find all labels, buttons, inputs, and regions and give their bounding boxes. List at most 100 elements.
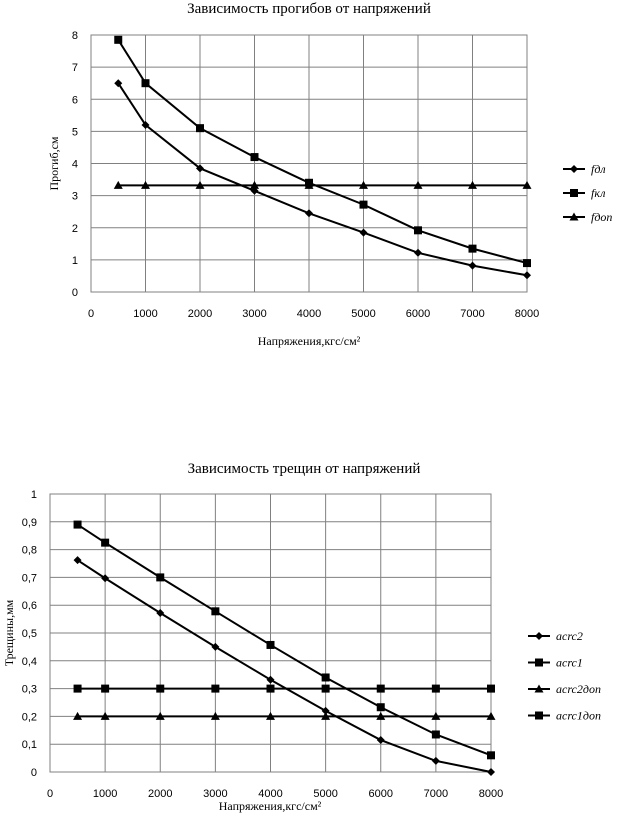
- data-point-marker: [414, 248, 422, 257]
- plot-area-border: [49, 493, 492, 773]
- data-point-marker: [73, 684, 82, 693]
- data-point-marker: [359, 200, 368, 209]
- y-axis-label: Трещины,мм: [2, 599, 16, 666]
- x-tick-label: 7000: [424, 788, 448, 800]
- data-point-marker: [195, 180, 205, 189]
- data-point-marker: [376, 711, 386, 720]
- data-point-marker: [468, 261, 477, 270]
- data-point-marker: [414, 226, 422, 235]
- data-point-marker: [156, 573, 165, 582]
- chart-2: Зависимость трещин от напряжений 0 1000 200…: [2, 461, 601, 813]
- data-point-marker: [101, 684, 110, 693]
- x-tick-label: 4000: [258, 788, 282, 800]
- data-point-marker: [487, 684, 495, 693]
- legend-entry: fдоп: [563, 210, 612, 224]
- legend-label: acrc2: [556, 629, 583, 643]
- legend-label: acrc1: [556, 656, 583, 670]
- data-point-marker: [431, 730, 440, 739]
- data-point-marker: [413, 180, 423, 189]
- series-acrc1доп: [73, 684, 495, 693]
- y-tick-label: 0,9: [22, 517, 37, 529]
- data-point-marker: [486, 711, 496, 720]
- data-point-marker: [359, 180, 368, 189]
- data-point-marker: [250, 153, 259, 162]
- legend-marker: [570, 165, 578, 173]
- legend-entry: acrc1доп: [528, 709, 601, 723]
- series-line: [77, 559, 492, 773]
- y-tick-label: 6: [72, 94, 78, 106]
- legend-entry: fкл: [563, 186, 605, 200]
- data-point-marker: [156, 608, 165, 617]
- series-fкл: [114, 35, 531, 268]
- data-point-marker: [196, 124, 204, 133]
- data-point-marker: [155, 711, 165, 720]
- data-point-marker: [468, 180, 477, 189]
- data-point-marker: [73, 520, 82, 529]
- data-point-marker: [211, 684, 220, 693]
- y-tick-label: 0: [31, 767, 37, 779]
- y-tick-label: 8: [72, 30, 78, 42]
- legend-marker: [535, 632, 543, 640]
- y-axis-label: Прогиб,см: [47, 136, 61, 190]
- x-tick-label: 6000: [406, 308, 430, 320]
- x-tick-label: 5000: [351, 308, 375, 320]
- data-point-marker: [523, 259, 531, 268]
- legend-label: fдоп: [591, 210, 612, 224]
- x-axis-label: Напряжения,кгс/см²: [258, 334, 361, 348]
- chart-title: Зависимость прогибов от напряжений: [187, 1, 431, 17]
- x-axis-label: Напряжения,кгс/см²: [219, 799, 322, 813]
- data-point-marker: [359, 228, 368, 237]
- data-point-marker: [487, 768, 495, 776]
- legend-label: acrc1доп: [556, 709, 601, 723]
- data-point-marker: [431, 756, 440, 765]
- legend-marker: [535, 711, 543, 720]
- data-point-marker: [376, 703, 385, 712]
- data-point-marker: [114, 35, 123, 44]
- legend-entry: acrc2доп: [528, 682, 601, 696]
- data-point-marker: [321, 711, 331, 720]
- data-point-marker: [141, 79, 150, 88]
- series-acrc2: [73, 556, 495, 776]
- data-point-marker: [156, 684, 165, 693]
- data-point-marker: [431, 684, 440, 693]
- series-acrc1: [73, 520, 495, 760]
- x-tick-label: 6000: [369, 788, 393, 800]
- data-point-marker: [101, 538, 110, 547]
- legend-label: fдл: [591, 162, 606, 176]
- data-point-marker: [196, 164, 204, 173]
- chart-title: Зависимость трещин от напряжений: [188, 461, 421, 477]
- y-tick-label: 3: [72, 191, 78, 203]
- data-point-marker: [321, 684, 330, 693]
- y-tick-label: 0,2: [22, 711, 37, 723]
- data-point-marker: [100, 711, 110, 720]
- y-tick-label: 1: [31, 489, 37, 501]
- legend-entry: acrc1: [528, 656, 583, 670]
- y-tick-label: 0: [72, 287, 78, 299]
- data-point-marker: [210, 711, 220, 720]
- x-tick-label: 4000: [297, 308, 321, 320]
- y-tick-label: 5: [72, 126, 78, 138]
- y-tick-label: 4: [72, 159, 78, 171]
- series-fдоп: [113, 180, 532, 189]
- data-point-marker: [73, 711, 83, 720]
- x-tick-label: 1000: [93, 788, 117, 800]
- data-point-marker: [376, 736, 385, 745]
- plot-area-border: [90, 34, 528, 293]
- data-point-marker: [73, 556, 82, 565]
- legend-entry: fдл: [563, 162, 606, 176]
- legend-marker: [569, 212, 579, 221]
- legend-marker: [534, 684, 544, 693]
- data-point-marker: [211, 642, 220, 651]
- data-point-marker: [266, 711, 275, 720]
- data-point-marker: [101, 574, 110, 583]
- data-point-marker: [113, 180, 123, 189]
- x-tick-label: 8000: [479, 788, 503, 800]
- x-tick-label: 7000: [460, 308, 484, 320]
- x-tick-label: 8000: [515, 308, 539, 320]
- series-acrc2доп: [73, 711, 496, 720]
- data-point-marker: [523, 271, 531, 280]
- data-point-marker: [266, 684, 275, 693]
- legend-marker: [570, 189, 578, 197]
- x-tick-label: 0: [88, 308, 94, 320]
